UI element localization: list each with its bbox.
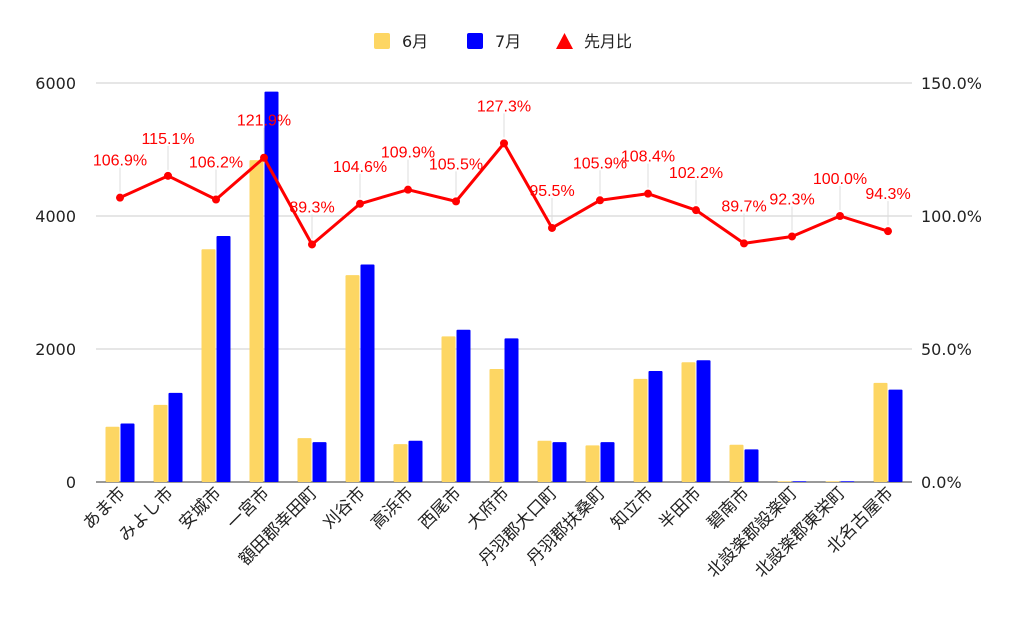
x-tick-label: 安城市 (175, 483, 225, 533)
y-left-tick-label: 4000 (35, 207, 76, 226)
bar-7月 (408, 440, 423, 482)
bar-7月 (312, 442, 327, 482)
line-point (356, 199, 364, 208)
bar-6月 (441, 336, 456, 482)
data-label: 100.0% (813, 171, 867, 188)
data-label: 108.4% (621, 149, 675, 166)
y-right-tick-label: 100.0% (921, 207, 982, 226)
data-label: 105.9% (573, 155, 627, 172)
bar-7月 (264, 91, 279, 483)
legend-marker-square (467, 33, 483, 49)
bar-6月 (393, 444, 408, 482)
bar-7月 (744, 449, 759, 482)
bar-6月 (249, 160, 264, 482)
data-label: 92.3% (769, 191, 814, 208)
line-point (116, 193, 124, 202)
bar-6月 (873, 382, 888, 482)
line-point (452, 197, 460, 206)
bar-7月 (168, 392, 183, 482)
data-label: 127.3% (477, 98, 531, 115)
line-point (692, 206, 700, 215)
data-label: 106.9% (93, 153, 147, 170)
line-point (308, 240, 316, 249)
data-label: 105.5% (429, 156, 483, 173)
y-right-tick-label: 0.0% (921, 473, 962, 492)
bar-7月 (792, 481, 807, 482)
data-label: 102.2% (669, 165, 723, 182)
data-label: 106.2% (189, 155, 243, 172)
x-tick-label: 西尾市 (415, 483, 465, 533)
bar-6月 (489, 368, 504, 482)
data-label: 104.6% (333, 159, 387, 176)
line-point (212, 195, 220, 204)
data-label: 95.5% (529, 183, 574, 200)
bar-7月 (648, 370, 663, 482)
line-point (548, 223, 556, 232)
y-left-tick-label: 6000 (35, 74, 76, 93)
bar-7月 (456, 329, 471, 482)
legend-marker-triangle (556, 33, 573, 49)
bar-7月 (888, 389, 903, 482)
bar-7月 (552, 442, 567, 482)
x-tick-label: 高浜市 (367, 483, 417, 533)
line-point (788, 232, 796, 241)
line-point (404, 185, 412, 194)
bar-7月 (120, 423, 135, 482)
x-tick-label: 刈谷市 (319, 483, 369, 533)
legend-label: 先月比 (584, 32, 632, 51)
bar-6月 (345, 275, 360, 482)
bar-6月 (633, 378, 648, 482)
bar-6月 (825, 481, 840, 482)
legend-label: 7月 (495, 32, 521, 51)
bar-7月 (360, 264, 375, 482)
bar-6月 (297, 438, 312, 482)
data-label: 94.3% (865, 186, 910, 203)
line-point (260, 153, 268, 162)
x-tick-label: 知立市 (607, 483, 657, 533)
bar-7月 (600, 442, 615, 482)
line-point (644, 189, 652, 198)
data-label: 89.3% (289, 199, 334, 216)
data-label: 115.1% (141, 131, 194, 148)
line-point (596, 196, 604, 205)
bar-6月 (537, 440, 552, 482)
line-point (836, 212, 844, 220)
y-right-tick-label: 150.0% (921, 74, 982, 93)
bar-6月 (153, 404, 168, 482)
bar-7月 (696, 360, 711, 482)
data-label: 109.9% (381, 145, 435, 162)
bar-6月 (777, 481, 792, 482)
bar-7月 (840, 481, 855, 482)
x-tick-label: 半田市 (655, 483, 705, 533)
line-point (164, 171, 172, 180)
y-right-tick-label: 50.0% (921, 340, 972, 359)
bar-7月 (216, 235, 231, 482)
bar-6月 (681, 362, 696, 482)
legend-marker-square (374, 33, 390, 49)
data-label: 121.9% (237, 113, 291, 130)
data-label: 89.7% (721, 198, 766, 215)
bar-7月 (504, 338, 519, 482)
bar-6月 (105, 426, 120, 482)
y-left-tick-label: 2000 (35, 340, 76, 359)
bar-6月 (585, 445, 600, 482)
line-point (500, 139, 508, 148)
line-point (740, 239, 748, 248)
line-point (884, 227, 892, 236)
legend-label: 6月 (402, 32, 428, 51)
bar-6月 (729, 444, 744, 482)
bar-6月 (201, 249, 216, 482)
y-left-tick-label: 0 (66, 473, 76, 492)
